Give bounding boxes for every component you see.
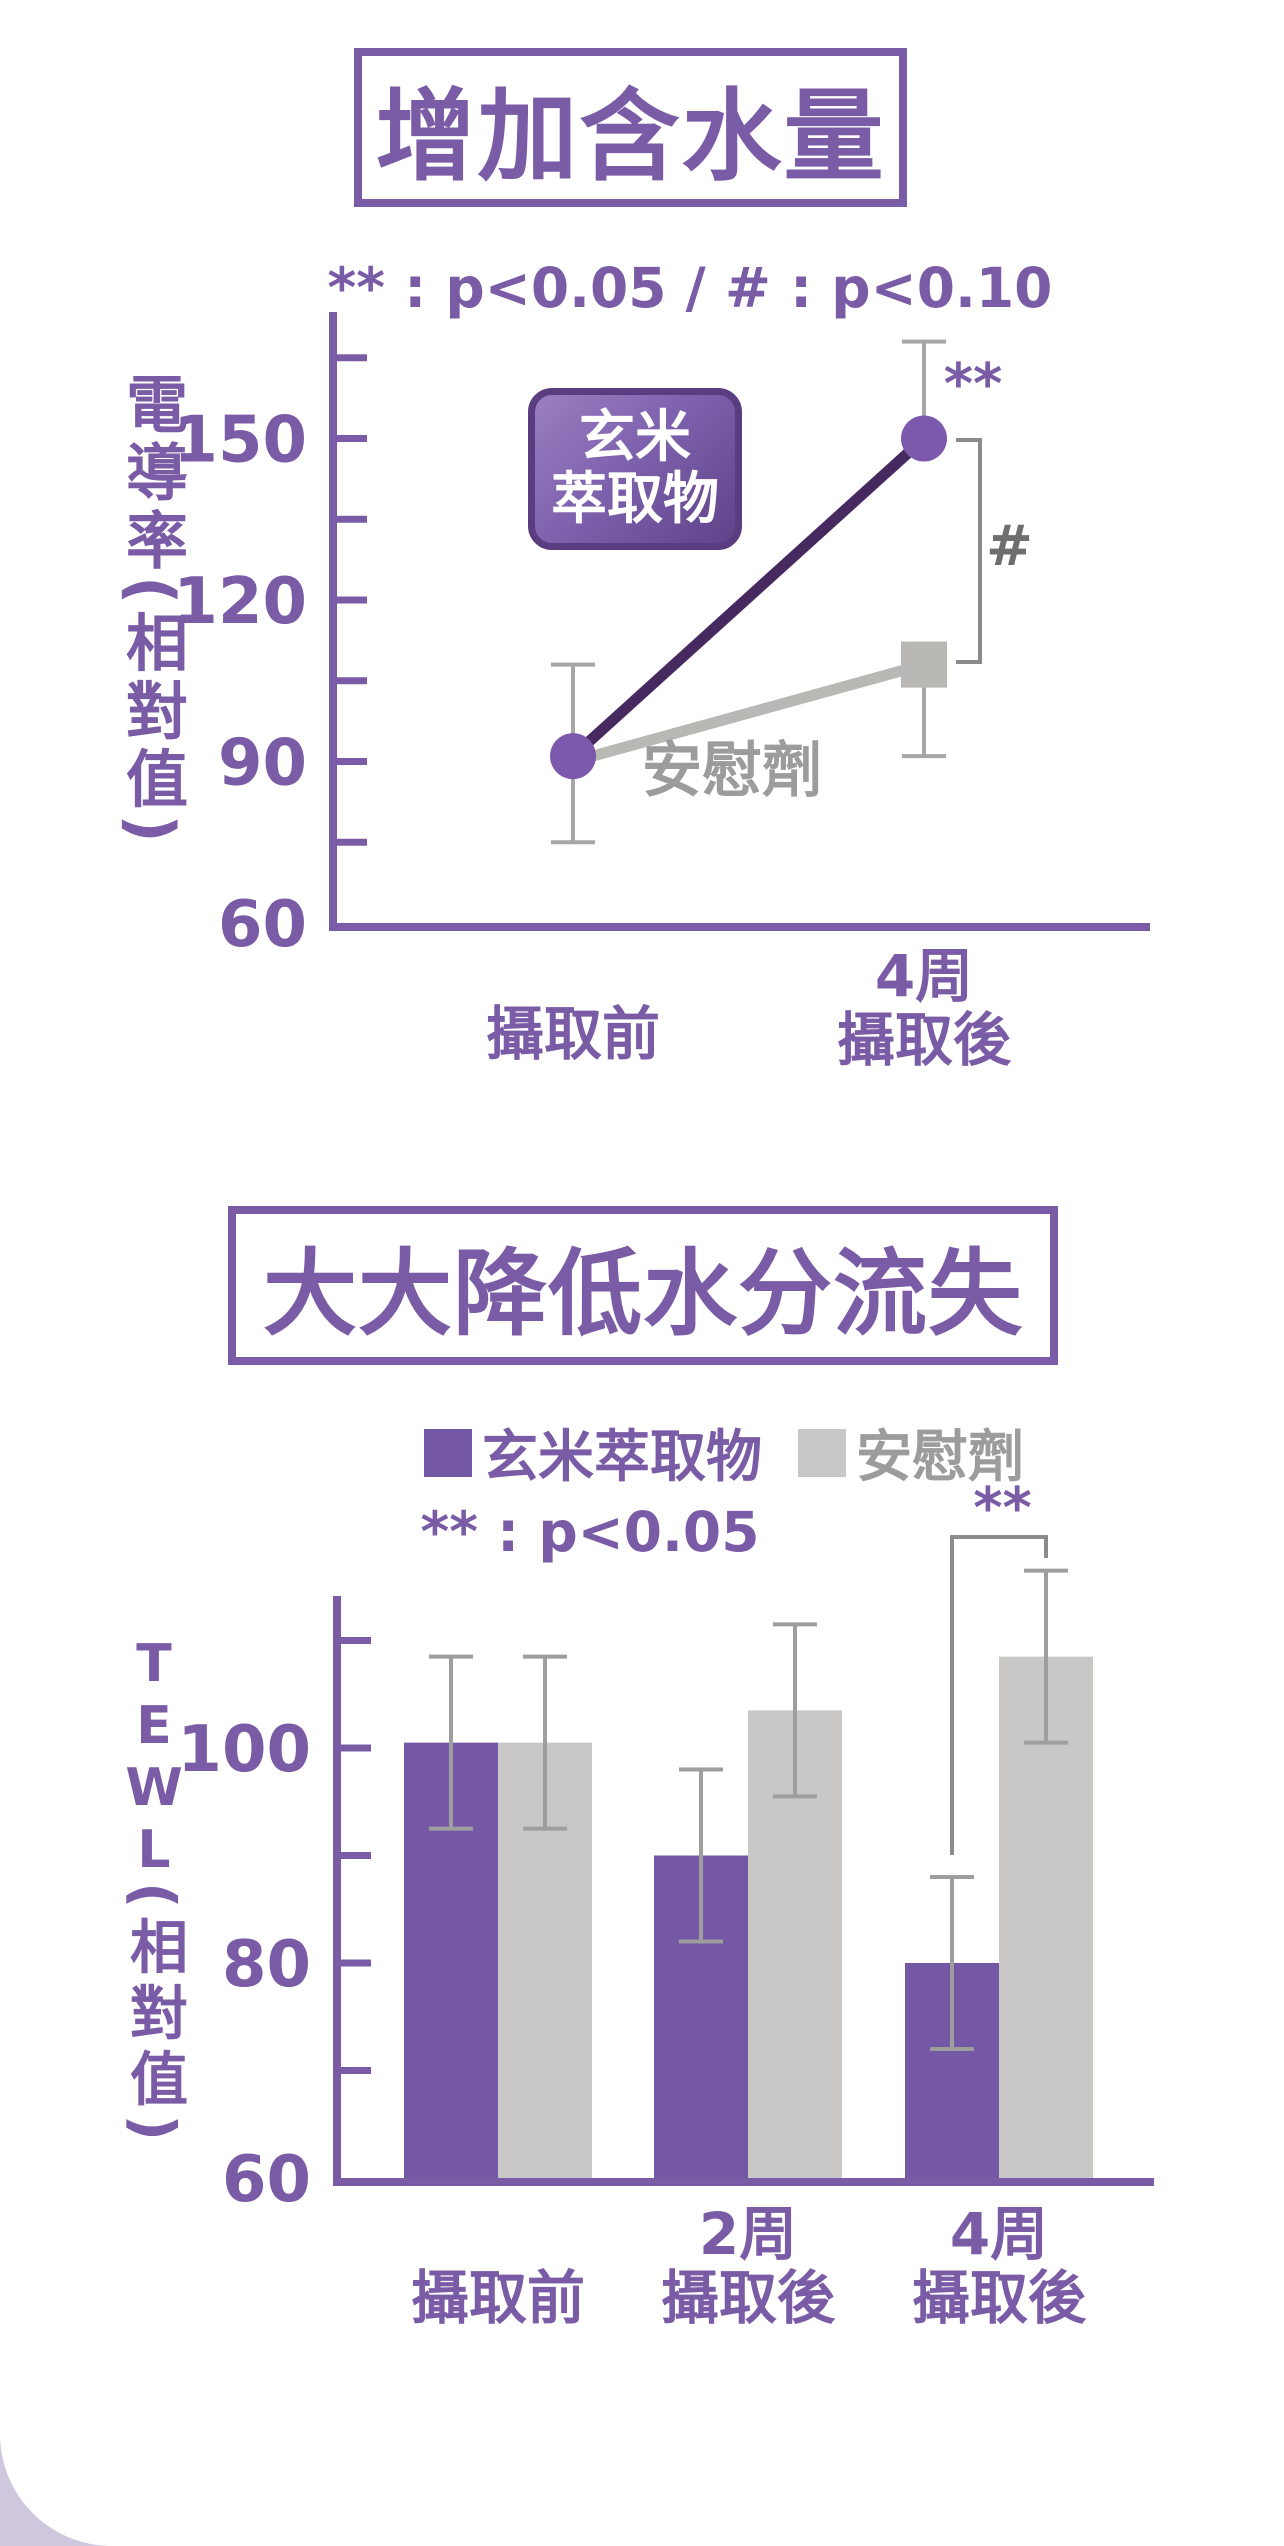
y-tick [341, 1852, 371, 1859]
significance-bracket [950, 1535, 1048, 1855]
y-tick-label: 100 [177, 1713, 311, 1787]
y-tick-label: 120 [173, 565, 307, 639]
y-tick-label: 150 [173, 404, 307, 478]
y-axis [329, 312, 337, 931]
chart2-title-box: 大大降低水分流失 [228, 1206, 1058, 1365]
legend-swatch-genmai [424, 1428, 472, 1477]
error-bar [922, 664, 926, 757]
chart1-hash-mark: # [986, 514, 1033, 579]
error-bar-cap [1024, 1568, 1068, 1573]
y-axis [333, 1596, 341, 2186]
legend-swatch-placebo [798, 1428, 846, 1477]
series-line-玄米萃取物 [569, 434, 928, 761]
y-tick [337, 354, 367, 362]
x-axis [329, 923, 1150, 931]
error-bar-cap [1024, 1740, 1068, 1745]
series-label-box-genmai: 玄米 萃取物 [528, 388, 742, 550]
series-line-安慰劑 [571, 659, 926, 767]
error-bar [922, 341, 926, 439]
chart2-x-label-4weeks: 4周 攝取後 [911, 2200, 1086, 2332]
legend-item-placebo: 安慰劑 [798, 1412, 1024, 1493]
legend-label-placebo: 安慰劑 [856, 1425, 1024, 1490]
y-tick [341, 1959, 371, 1967]
y-tick-label: 60 [222, 2143, 311, 2217]
error-bar [699, 1769, 703, 1942]
chart1-title-box: 增加含水量 [354, 48, 907, 207]
chart1-significance-legend: ** : p<0.05 / # : p<0.10 [327, 256, 1053, 320]
y-tick-label: 90 [218, 727, 307, 801]
chart2-significance-legend: ** : p<0.05 [420, 1500, 760, 1564]
chart1-y-axis-title: 電導率(相對值) [115, 372, 188, 849]
series-label-placebo: 安慰劑 [642, 736, 822, 806]
error-bar-cap [551, 840, 595, 845]
y-tick [341, 1744, 371, 1752]
error-bar [543, 1656, 547, 1829]
error-bar-cap [429, 1826, 473, 1831]
chart2-x-label-2weeks: 2周 攝取後 [660, 2200, 835, 2332]
error-bar-cap [551, 662, 595, 667]
y-tick [337, 677, 367, 685]
error-bar [449, 1656, 453, 1829]
chart1-title: 增加含水量 [375, 78, 886, 195]
significance-bracket [956, 438, 982, 664]
error-bar-cap [429, 1654, 473, 1659]
error-bar-cap [930, 2047, 974, 2051]
error-bar-cap [679, 1767, 723, 1772]
y-tick [337, 838, 367, 846]
chart1-x-label-4weeks: 4周 攝取後 [836, 942, 1011, 1074]
y-tick [337, 435, 367, 443]
chart1-asterisks: ** [943, 352, 1003, 417]
y-tick-label: 80 [222, 1928, 311, 2002]
chart2-title: 大大降低水分流失 [262, 1239, 1023, 1349]
data-point [550, 733, 596, 780]
error-bar [950, 1877, 954, 2049]
y-tick [337, 515, 367, 523]
y-tick [337, 758, 367, 766]
x-axis [333, 2178, 1154, 2186]
legend-label-genmai: 玄米萃取物 [482, 1425, 762, 1490]
error-bar-cap [679, 1939, 723, 1944]
y-tick-label: 60 [218, 888, 307, 962]
chart2-legend: 玄米萃取物 安慰劑 [424, 1412, 1024, 1493]
error-bar-cap [523, 1826, 567, 1831]
y-tick [337, 596, 367, 604]
error-bar [793, 1624, 797, 1797]
y-tick [341, 1637, 371, 1644]
chart2-y-axis-title: TEWL(相對值) [112, 1634, 196, 2149]
chart1-x-label-before: 攝取前 [485, 1000, 660, 1068]
chart2-y-axis-title-latin: TEWL [124, 1634, 184, 1882]
y-tick [341, 2067, 371, 2074]
chart2-x-label-before: 攝取前 [410, 2264, 585, 2332]
chart2-y-axis-title-cjk: (相對值) [120, 1882, 188, 2150]
chart2-asterisks: ** [973, 1476, 1032, 1541]
data-point [901, 641, 947, 688]
data-point [901, 415, 947, 462]
error-bar-cap [773, 1794, 817, 1799]
error-bar [1044, 1570, 1048, 1743]
error-bar-cap [902, 339, 946, 344]
error-bar-cap [930, 1875, 974, 1879]
error-bar-cap [902, 754, 946, 759]
legend-item-genmai: 玄米萃取物 [424, 1412, 762, 1493]
error-bar-cap [773, 1622, 817, 1627]
error-bar-cap [523, 1654, 567, 1659]
